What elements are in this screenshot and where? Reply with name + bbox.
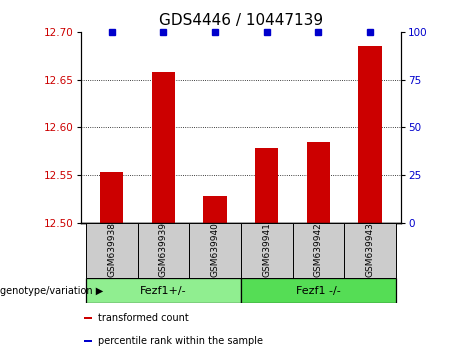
- Text: GSM639943: GSM639943: [366, 222, 375, 277]
- Bar: [241, 223, 293, 278]
- Bar: [203, 196, 227, 223]
- Text: percentile rank within the sample: percentile rank within the sample: [98, 336, 263, 346]
- Text: Fezf1+/-: Fezf1+/-: [140, 286, 187, 296]
- Title: GDS4446 / 10447139: GDS4446 / 10447139: [159, 13, 323, 28]
- Text: transformed count: transformed count: [98, 313, 189, 323]
- Bar: [359, 46, 382, 223]
- Text: genotype/variation ▶: genotype/variation ▶: [0, 286, 103, 296]
- Text: GSM639940: GSM639940: [211, 222, 219, 277]
- Bar: [100, 172, 123, 223]
- Bar: [86, 223, 137, 278]
- Bar: [137, 223, 189, 278]
- Bar: [189, 223, 241, 278]
- Bar: [152, 72, 175, 223]
- Text: GSM639942: GSM639942: [314, 222, 323, 277]
- Text: GSM639941: GSM639941: [262, 222, 271, 277]
- Bar: [293, 223, 344, 278]
- Text: GSM639939: GSM639939: [159, 222, 168, 277]
- Text: Fezf1 -/-: Fezf1 -/-: [296, 286, 341, 296]
- Bar: [84, 340, 92, 342]
- Bar: [255, 148, 278, 223]
- Bar: [241, 278, 396, 303]
- Bar: [307, 142, 330, 223]
- Text: GSM639938: GSM639938: [107, 222, 116, 277]
- Bar: [344, 223, 396, 278]
- Bar: [84, 317, 92, 319]
- Bar: [86, 278, 241, 303]
